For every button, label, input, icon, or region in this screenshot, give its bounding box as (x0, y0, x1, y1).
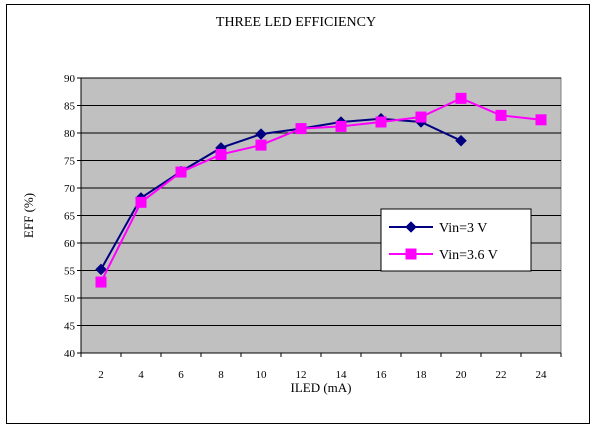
legend: Vin=3 V Vin=3.6 V (380, 208, 532, 272)
data-point (175, 166, 187, 178)
data-point (455, 134, 467, 147)
x-tick-label: 4 (138, 369, 144, 381)
data-point (535, 114, 547, 126)
x-tick-label: 14 (336, 369, 348, 381)
x-tick-label: 18 (416, 369, 428, 381)
data-point (215, 148, 227, 160)
y-tick-label: 70 (64, 183, 76, 195)
y-tick-label: 90 (64, 73, 76, 85)
legend-marker (405, 221, 417, 233)
efficiency-chart: THREE LED EFFICIENCY 40 45 50 55 60 65 70 75 80 8… (21, 15, 562, 395)
legend-label: Vin=3 V (439, 221, 487, 236)
y-tick-label: 45 (64, 321, 76, 333)
series-layer (95, 92, 547, 288)
y-tick-label: 80 (64, 128, 76, 140)
y-axis-label: EFF (%) (21, 193, 36, 238)
x-tick-label: 6 (178, 369, 184, 381)
legend-box (380, 208, 532, 272)
x-tick-label: 10 (256, 369, 268, 381)
data-point (335, 120, 347, 132)
data-point (415, 111, 427, 123)
x-axis-label: ILED (mA) (290, 380, 351, 395)
series-2 (95, 92, 547, 288)
y-tick-label: 55 (64, 266, 76, 278)
legend-marker (405, 248, 417, 260)
data-point (255, 139, 267, 151)
series-line (100, 97, 542, 283)
data-point (135, 196, 147, 208)
gridlines (81, 77, 561, 326)
data-point (95, 263, 107, 276)
y-tick-label: 65 (64, 211, 76, 223)
data-point (375, 116, 387, 128)
legend-label: Vin=3.6 V (439, 248, 498, 263)
x-tick-label: 16 (376, 369, 388, 381)
x-tick-label: 8 (218, 369, 224, 381)
x-tick-label: 12 (296, 369, 307, 381)
x-tick-label: 22 (496, 369, 507, 381)
data-point (295, 123, 307, 135)
data-point (95, 276, 107, 288)
chart-title: THREE LED EFFICIENCY (216, 15, 376, 30)
y-tick-label: 60 (64, 238, 76, 250)
data-point (455, 92, 467, 104)
chart-frame: THREE LED EFFICIENCY 40 45 50 55 60 65 70 75 80 8… (6, 4, 590, 424)
x-tick-label: 24 (536, 369, 548, 381)
y-tick-label: 75 (64, 156, 76, 168)
y-tick-label: 50 (64, 293, 76, 305)
x-tick-label: 2 (98, 369, 104, 381)
y-tick-label: 85 (64, 101, 76, 113)
x-tick-label: 20 (456, 369, 468, 381)
y-tick-label: 40 (64, 348, 76, 360)
data-point (495, 109, 507, 121)
